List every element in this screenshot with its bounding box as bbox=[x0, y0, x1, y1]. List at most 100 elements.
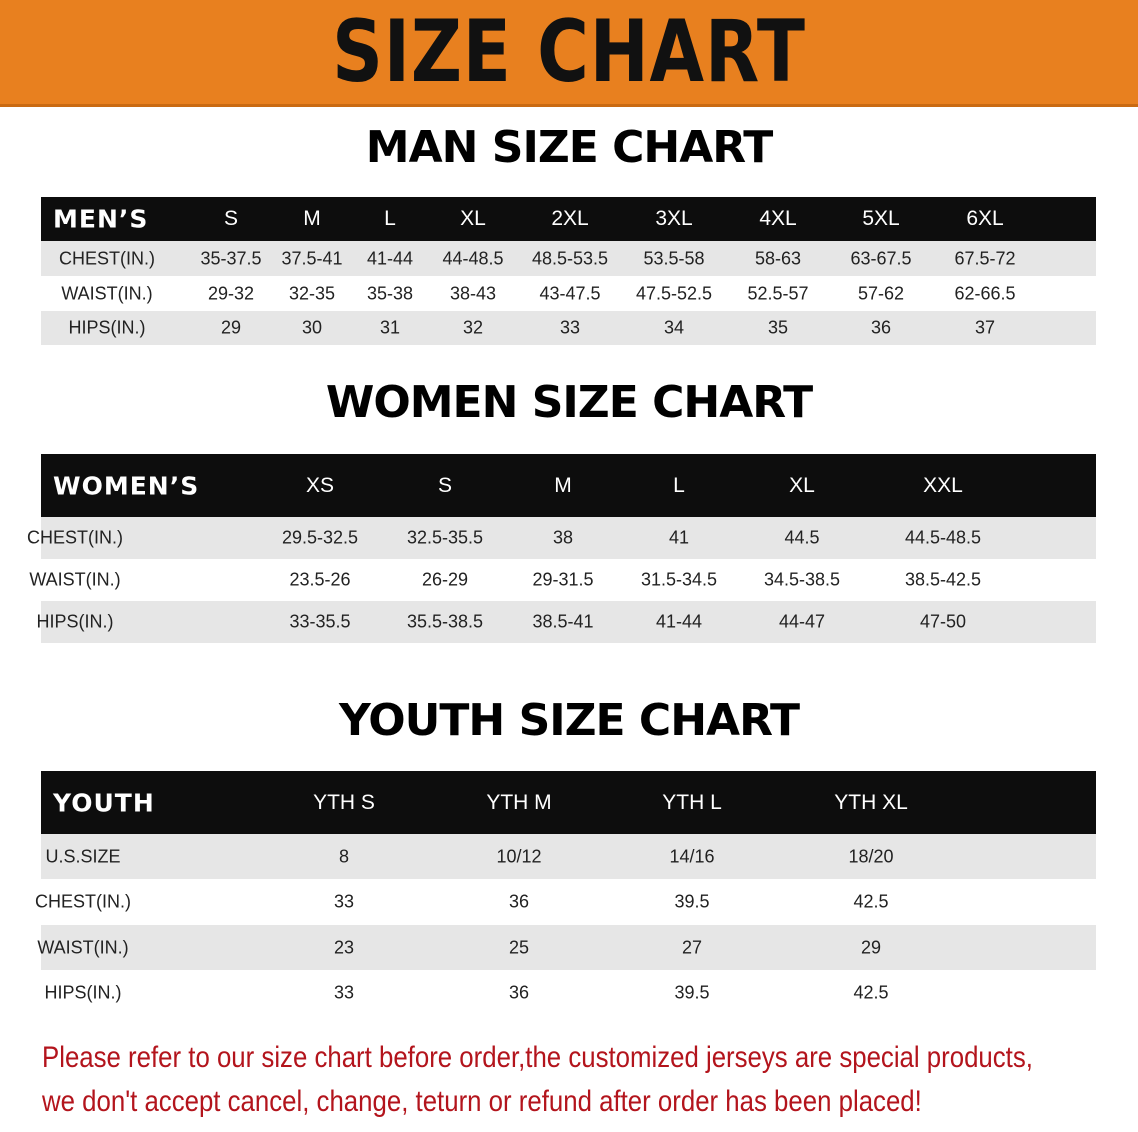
measurement-value: 52.5-57 bbox=[747, 283, 809, 303]
measurement-value: 43-47.5 bbox=[539, 283, 601, 303]
measurement-value: 31.5-34.5 bbox=[640, 569, 718, 590]
measurement-value: 41-44 bbox=[655, 611, 703, 632]
measurement-value: 29-32 bbox=[207, 283, 255, 303]
size-header-cell: S bbox=[437, 473, 453, 497]
measurement-value: 23.5-26 bbox=[289, 569, 351, 590]
size-header-cell: YTH L bbox=[662, 790, 722, 814]
measurement-value: 41-44 bbox=[366, 248, 414, 268]
measurement-value: 32-35 bbox=[288, 283, 336, 303]
table-row: WAIST(IN.) 23 25 27 29 bbox=[37, 925, 1096, 970]
table-row: CHEST(IN.) 35-37.5 37.5-41 41-44 44-48.5 48.5… bbox=[41, 241, 1096, 276]
measurement-value: 25 bbox=[508, 937, 530, 957]
size-header-cell: XL bbox=[789, 473, 815, 497]
women-size-table: WOMEN’S XS S M L XL XXL CHEST(IN.) 29.5-32.5 32.5… bbox=[27, 454, 1096, 643]
size-chart-banner: SIZE CHART bbox=[0, 0, 1138, 107]
size-header-cell: XL bbox=[460, 207, 486, 230]
measurement-value: 38-43 bbox=[449, 283, 497, 303]
measurement-value: 32 bbox=[462, 317, 484, 338]
order-notice: Please refer to our size chart before or… bbox=[42, 1036, 1117, 1124]
table-title-cell: WOMEN’S bbox=[53, 471, 200, 500]
notice-line-2: we don't accept cancel, change, teturn o… bbox=[42, 1085, 922, 1118]
measurement-value: 47-50 bbox=[919, 611, 967, 632]
youth-size-table: YOUTH YTH S YTH M YTH L YTH XL U.S.SIZE 8 10/12… bbox=[35, 771, 1096, 1015]
table-row: WAIST(IN.) 23.5-26 26-29 29-31.5 31.5-34.5 34… bbox=[29, 559, 1096, 601]
measurement-value: 44-48.5 bbox=[442, 248, 504, 268]
table-row: HIPS(IN.) 33-35.5 35.5-38.5 38.5-41 41-44 44-… bbox=[36, 601, 1096, 643]
measurement-value: 37.5-41 bbox=[281, 248, 343, 268]
measurement-value: 23 bbox=[333, 937, 355, 957]
measurement-value: 47.5-52.5 bbox=[635, 283, 713, 303]
size-header-cell: YTH S bbox=[313, 790, 375, 814]
measurement-label: WAIST(IN.) bbox=[37, 937, 129, 957]
men-size-table: MEN’S S M L XL 2XL 3XL 4XL 5XL 6XL CHEST(IN.) 35-37… bbox=[41, 197, 1096, 345]
measurement-value: 35-37.5 bbox=[200, 248, 262, 268]
size-header-cell: 5XL bbox=[862, 207, 900, 230]
measurement-label: CHEST(IN.) bbox=[35, 891, 131, 912]
youth-section-title: YOUTH SIZE CHART bbox=[338, 695, 800, 746]
size-header-cell: M bbox=[303, 207, 321, 230]
measurement-value: 8 bbox=[338, 846, 350, 866]
measurement-value: 53.5-58 bbox=[643, 248, 705, 268]
measurement-value: 38.5-41 bbox=[532, 611, 594, 632]
measurement-value: 29-31.5 bbox=[532, 569, 594, 590]
measurement-value: 63-67.5 bbox=[850, 248, 912, 268]
table-row: U.S.SIZE 8 10/12 14/16 18/20 bbox=[41, 834, 1096, 879]
table-row: HIPS(IN.) 29 30 31 32 33 34 35 36 37 bbox=[41, 311, 1096, 345]
measurement-value: 42.5 bbox=[853, 891, 889, 912]
measurement-value: 33-35.5 bbox=[289, 611, 351, 632]
measurement-value: 10/12 bbox=[496, 846, 542, 866]
measurement-value: 38.5-42.5 bbox=[904, 569, 982, 590]
measurement-label: WAIST(IN.) bbox=[61, 283, 153, 303]
measurement-value: 35.5-38.5 bbox=[406, 611, 484, 632]
measurement-value: 18/20 bbox=[848, 846, 894, 866]
measurement-value: 57-62 bbox=[857, 283, 905, 303]
measurement-value: 67.5-72 bbox=[954, 248, 1016, 268]
measurement-value: 31 bbox=[379, 317, 401, 338]
measurement-label: HIPS(IN.) bbox=[68, 317, 146, 338]
measurement-value: 38 bbox=[552, 527, 574, 548]
measurement-label: CHEST(IN.) bbox=[27, 527, 123, 548]
size-header-cell: L bbox=[384, 207, 396, 230]
measurement-value: 35 bbox=[767, 317, 789, 338]
table-row: WAIST(IN.) 29-32 32-35 35-38 38-43 43-47.5 47.… bbox=[41, 276, 1096, 311]
measurement-value: 37 bbox=[974, 317, 996, 338]
measurement-value: 34.5-38.5 bbox=[763, 569, 841, 590]
measurement-value: 44-47 bbox=[778, 611, 826, 632]
measurement-label: HIPS(IN.) bbox=[44, 982, 122, 1002]
table-row: CHEST(IN.) 33 36 39.5 42.5 bbox=[35, 879, 1096, 925]
women-section-title: WOMEN SIZE CHART bbox=[325, 377, 813, 428]
measurement-label: U.S.SIZE bbox=[45, 846, 121, 866]
size-header-cell: YTH XL bbox=[834, 790, 908, 814]
measurement-value: 33 bbox=[333, 891, 355, 912]
banner-title: SIZE CHART bbox=[332, 2, 806, 102]
size-header-cell: M bbox=[554, 473, 572, 497]
measurement-value: 44.5-48.5 bbox=[904, 527, 982, 548]
measurement-value: 33 bbox=[333, 982, 355, 1002]
measurement-value: 34 bbox=[663, 317, 685, 338]
size-header-cell: L bbox=[673, 473, 685, 497]
size-header-cell: S bbox=[223, 207, 239, 230]
measurement-label: WAIST(IN.) bbox=[29, 569, 121, 590]
size-header-cell: XS bbox=[305, 473, 335, 497]
measurement-value: 33 bbox=[559, 317, 581, 338]
measurement-value: 44.5 bbox=[784, 527, 820, 548]
table-row: HIPS(IN.) 33 36 39.5 42.5 bbox=[41, 970, 1096, 1015]
measurement-value: 39.5 bbox=[674, 891, 710, 912]
measurement-value: 58-63 bbox=[754, 248, 802, 268]
size-header-cell: YTH M bbox=[486, 790, 552, 814]
measurement-value: 26-29 bbox=[421, 569, 469, 590]
measurement-value: 42.5 bbox=[853, 982, 889, 1002]
table-title-cell: YOUTH bbox=[53, 788, 155, 817]
measurement-value: 29.5-32.5 bbox=[281, 527, 359, 548]
measurement-value: 36 bbox=[870, 317, 892, 338]
measurement-value: 41 bbox=[668, 527, 690, 548]
measurement-value: 36 bbox=[508, 891, 530, 912]
measurement-value: 35-38 bbox=[366, 283, 414, 303]
size-header-cell: 6XL bbox=[966, 207, 1004, 230]
size-header-cell: XXL bbox=[923, 473, 963, 497]
measurement-value: 32.5-35.5 bbox=[406, 527, 484, 548]
measurement-value: 27 bbox=[681, 937, 703, 957]
measurement-value: 36 bbox=[508, 982, 530, 1002]
measurement-value: 29 bbox=[220, 317, 242, 338]
size-header-cell: 3XL bbox=[655, 207, 693, 230]
